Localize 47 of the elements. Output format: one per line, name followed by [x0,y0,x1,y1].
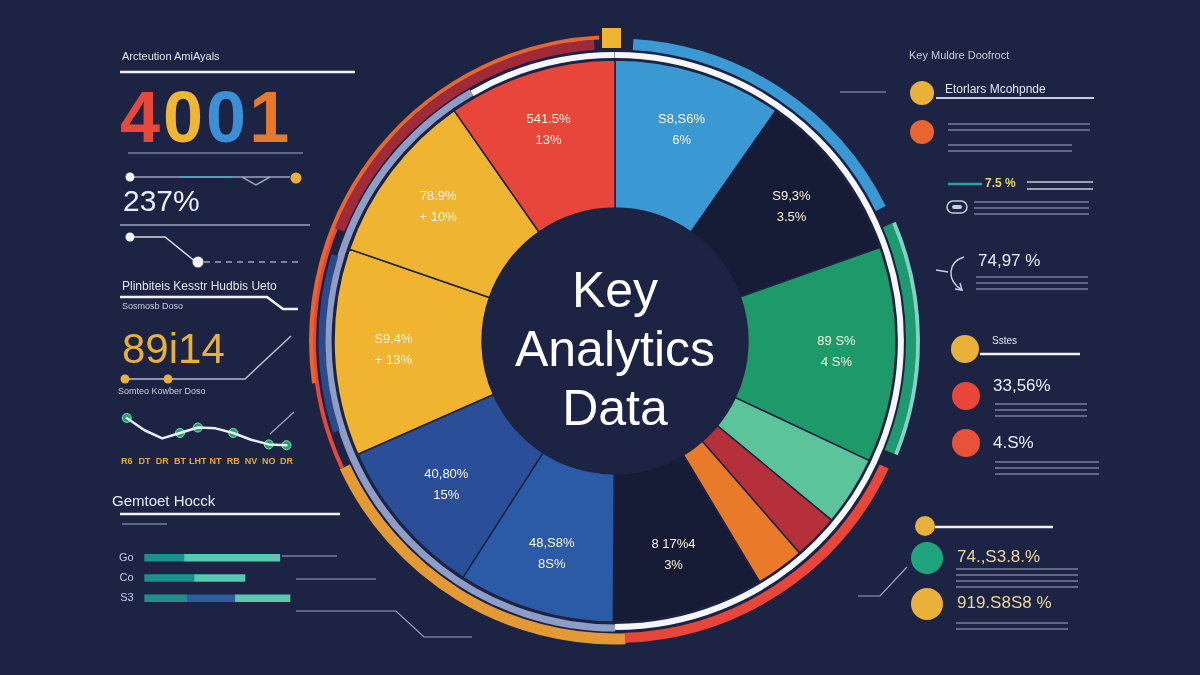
y-tick-label: Co [119,571,134,584]
slice-label: 541.5% 13% [526,110,571,147]
bar [144,553,185,562]
text: Arcteution AmiAyals [122,50,220,63]
slice-label: 40,80% 15% [424,466,469,503]
x-tick-label: NO [262,456,276,467]
x-tick-label: DT [138,456,151,467]
x-tick-label: NT [209,456,222,467]
text: 7.5 % [985,176,1016,190]
x-tick-label: LHT [189,456,207,467]
slice-label: S9,3% 3.5% [772,187,812,224]
x-tick-label: BT [174,456,187,467]
text: 74,97 % [978,251,1041,270]
chart-title: Somteo Kowber Doso [118,386,206,396]
slice-label: 89 S% 4 S% [817,333,857,370]
y-tick-label: Go [118,550,134,563]
text: 237% [123,184,200,217]
text: 919.S8S8 % [957,593,1052,612]
text: 89i14 [122,325,225,372]
text: Key Analytics Data [513,261,717,438]
text: Plinbiteis Kesstr Hudbis Ueto [122,279,277,293]
bar [186,594,236,603]
bar [144,574,195,582]
slice-label: S8,S6% 6% [658,110,706,147]
chart-title: Gemtoet Hocck [112,492,216,509]
bar [193,574,246,582]
x-tick-label: DR [280,456,294,467]
text: 33,56% [993,376,1051,395]
slice-label: 78.9% + 10% [419,188,458,225]
text: 4001 [120,77,293,157]
y-tick-label: S3 [120,591,134,604]
bar [183,553,281,562]
text: 74.,S3.8.% [957,547,1041,566]
text: 4.S% [993,433,1034,452]
bar [234,594,291,603]
x-tick-label: RB [226,456,241,467]
text: Etorlars Mcohpnde [945,82,1046,96]
slice-label: S9.4% + 13% [374,331,414,368]
x-tick-label: DR [155,456,170,467]
x-tick-label: NV [244,456,258,467]
bar [144,594,188,603]
slice-label: 48,S8% 8S% [529,534,575,571]
text: Sstes [992,335,1018,347]
slice-label: 8 17%4 3% [651,535,696,572]
text: Key Muldre Doofroct [909,49,1010,62]
text: Sosmosb Doso [122,301,184,312]
x-tick-label: R6 [120,456,133,467]
